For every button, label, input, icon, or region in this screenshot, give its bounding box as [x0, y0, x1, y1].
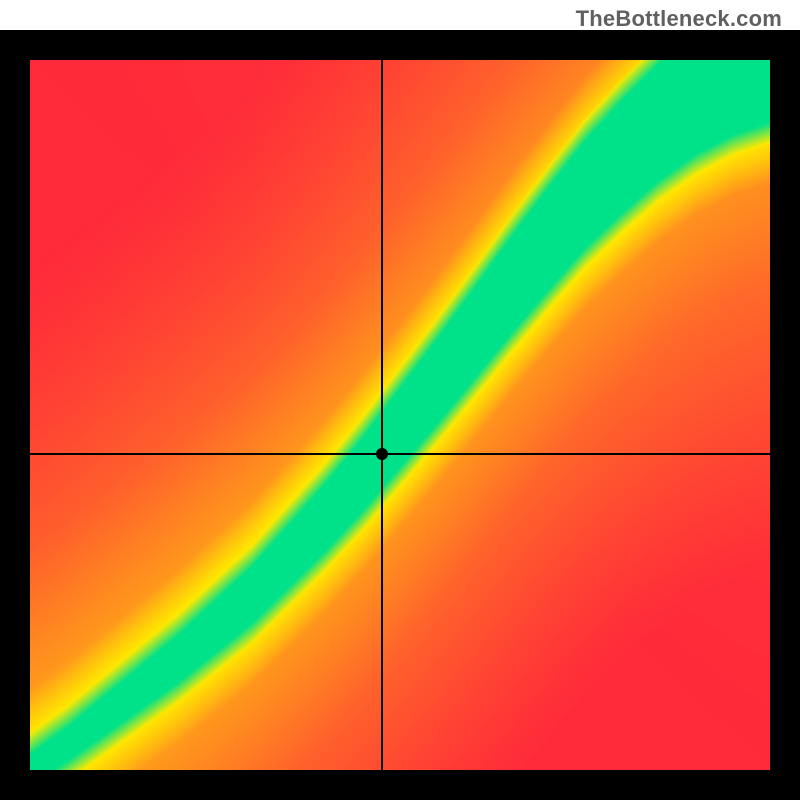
watermark-text: TheBottleneck.com [576, 6, 782, 32]
crosshair-dot [376, 448, 388, 460]
bottleneck-heatmap [30, 60, 770, 770]
crosshair-vertical [381, 60, 383, 770]
crosshair-horizontal [30, 453, 770, 455]
chart-container: TheBottleneck.com [0, 0, 800, 800]
